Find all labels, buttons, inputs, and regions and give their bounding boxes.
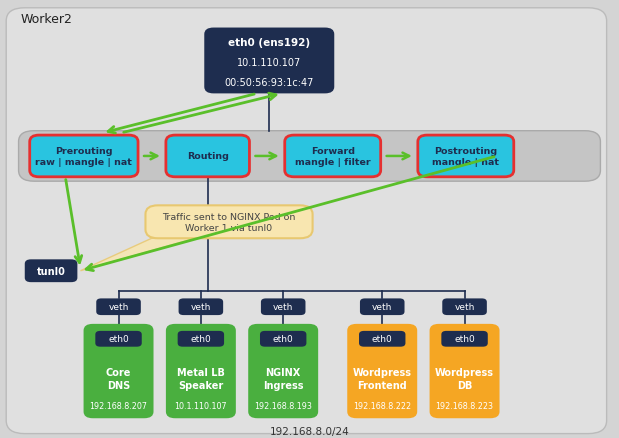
FancyBboxPatch shape: [441, 331, 488, 347]
FancyBboxPatch shape: [430, 324, 500, 418]
Text: eth0 (ens192): eth0 (ens192): [228, 38, 310, 48]
FancyBboxPatch shape: [25, 260, 77, 283]
FancyBboxPatch shape: [178, 331, 224, 347]
Text: 192.168.8.222: 192.168.8.222: [353, 402, 411, 410]
Text: 10.1.110.107: 10.1.110.107: [237, 58, 301, 67]
FancyBboxPatch shape: [204, 28, 334, 94]
FancyBboxPatch shape: [248, 324, 318, 418]
Text: eth0: eth0: [273, 335, 293, 343]
Text: veth: veth: [273, 303, 293, 311]
Text: Wordpress
DB: Wordpress DB: [435, 367, 494, 390]
Text: 192.168.8.207: 192.168.8.207: [90, 402, 147, 410]
Text: tunl0: tunl0: [37, 266, 66, 276]
Text: 192.168.8.223: 192.168.8.223: [436, 402, 493, 410]
FancyBboxPatch shape: [347, 324, 417, 418]
FancyBboxPatch shape: [261, 299, 306, 315]
Text: 10.1.110.107: 10.1.110.107: [175, 402, 227, 410]
Text: NGINX
Ingress: NGINX Ingress: [263, 367, 303, 390]
FancyBboxPatch shape: [359, 331, 405, 347]
Text: Routing: Routing: [187, 152, 228, 161]
Text: veth: veth: [108, 303, 129, 311]
Text: veth: veth: [454, 303, 475, 311]
FancyBboxPatch shape: [145, 206, 313, 239]
Text: veth: veth: [372, 303, 392, 311]
FancyBboxPatch shape: [166, 136, 249, 177]
FancyBboxPatch shape: [418, 136, 514, 177]
Polygon shape: [80, 239, 195, 271]
Text: Prerouting
raw | mangle | nat: Prerouting raw | mangle | nat: [35, 147, 132, 166]
FancyBboxPatch shape: [260, 331, 306, 347]
Text: Forward
mangle | filter: Forward mangle | filter: [295, 147, 371, 166]
Text: eth0: eth0: [454, 335, 475, 343]
FancyBboxPatch shape: [30, 136, 138, 177]
Text: 00:50:56:93:1c:47: 00:50:56:93:1c:47: [225, 78, 314, 87]
Text: 192.168.8.193: 192.168.8.193: [254, 402, 312, 410]
Text: veth: veth: [191, 303, 211, 311]
Text: 192.168.8.0/24: 192.168.8.0/24: [270, 426, 349, 436]
FancyBboxPatch shape: [360, 299, 404, 315]
FancyBboxPatch shape: [166, 324, 236, 418]
FancyBboxPatch shape: [285, 136, 381, 177]
FancyBboxPatch shape: [442, 299, 487, 315]
FancyBboxPatch shape: [96, 299, 141, 315]
Text: Postrouting
mangle | nat: Postrouting mangle | nat: [432, 147, 500, 166]
FancyBboxPatch shape: [84, 324, 154, 418]
Text: eth0: eth0: [108, 335, 129, 343]
Text: Worker2: Worker2: [20, 13, 72, 26]
Text: eth0: eth0: [191, 335, 211, 343]
FancyBboxPatch shape: [6, 9, 607, 434]
Text: Metal LB
Speaker: Metal LB Speaker: [177, 367, 225, 390]
FancyBboxPatch shape: [19, 131, 600, 182]
Text: Traffic sent to NGINX Pod on
Worker 1 via tunl0: Traffic sent to NGINX Pod on Worker 1 vi…: [162, 212, 296, 232]
Text: Core
DNS: Core DNS: [106, 367, 131, 390]
FancyBboxPatch shape: [95, 331, 142, 347]
Text: eth0: eth0: [372, 335, 392, 343]
FancyBboxPatch shape: [178, 299, 223, 315]
Text: Wordpress
Frontend: Wordpress Frontend: [353, 367, 412, 390]
